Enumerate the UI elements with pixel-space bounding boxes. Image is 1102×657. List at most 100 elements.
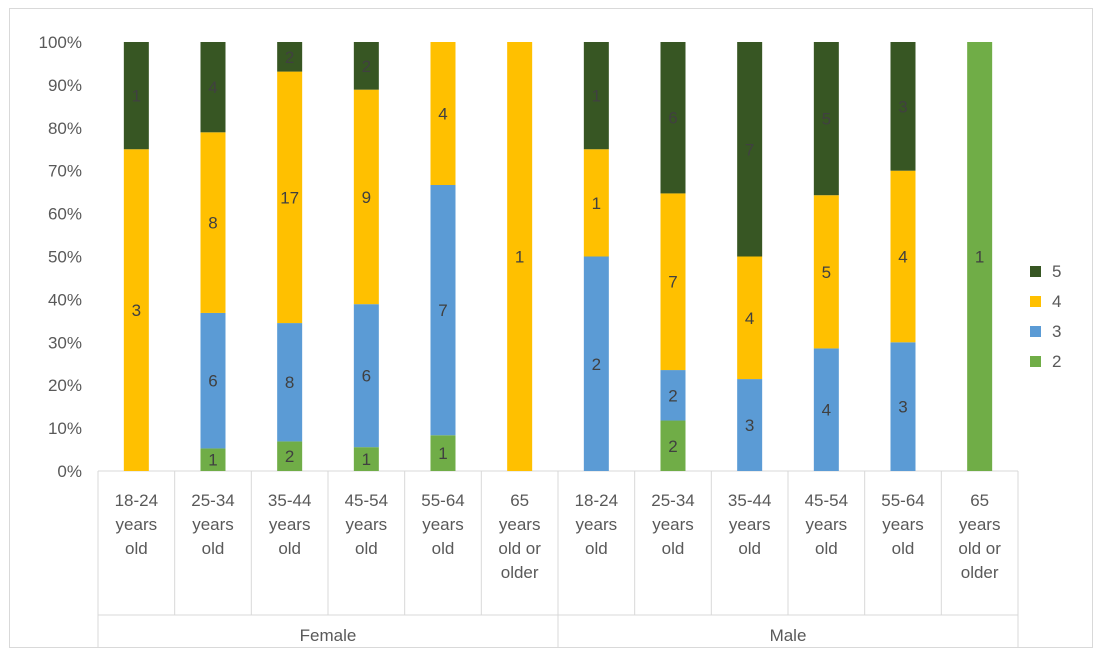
- bar-segment: [583, 149, 609, 257]
- x-category-label: old: [355, 539, 378, 558]
- x-category-label: 35-44: [268, 491, 311, 510]
- data-label: 1: [592, 87, 601, 106]
- x-category-label: old: [278, 539, 301, 558]
- x-category-label: old: [738, 539, 761, 558]
- data-label: 6: [668, 109, 677, 128]
- bar-segment: [737, 256, 763, 380]
- data-label: 5: [822, 263, 831, 282]
- data-label: 8: [285, 373, 294, 392]
- data-label: 8: [208, 214, 217, 233]
- bar-segment: [813, 42, 839, 196]
- data-label: 3: [898, 97, 907, 116]
- bar-segment: [353, 42, 379, 90]
- legend-swatch: [1030, 326, 1041, 337]
- bar-segment: [123, 149, 149, 471]
- bar-segment: [660, 42, 686, 194]
- legend-label: 3: [1052, 322, 1061, 341]
- data-label: 3: [132, 301, 141, 320]
- legend-label: 4: [1052, 292, 1061, 311]
- x-category-label: years: [422, 515, 464, 534]
- x-category-label: 45-54: [805, 491, 848, 510]
- data-label: 4: [898, 248, 907, 267]
- bar-segment: [277, 441, 303, 471]
- y-tick-label: 10%: [48, 419, 82, 438]
- bar-segment: [353, 447, 379, 471]
- data-label: 17: [280, 188, 299, 207]
- data-label: 2: [668, 386, 677, 405]
- y-tick-label: 90%: [48, 76, 82, 95]
- data-label: 7: [438, 301, 447, 320]
- x-category-label: years: [652, 515, 694, 534]
- data-label: 2: [285, 447, 294, 466]
- data-label: 1: [132, 87, 141, 106]
- data-label: 9: [362, 188, 371, 207]
- x-category-label: years: [959, 515, 1001, 534]
- bar-segment: [277, 71, 303, 324]
- data-label: 1: [208, 451, 217, 470]
- x-category-label: older: [501, 563, 539, 582]
- bar-segment: [813, 195, 839, 349]
- legend-swatch: [1030, 356, 1041, 367]
- y-tick-label: 0%: [57, 462, 82, 481]
- x-category-label: 65: [970, 491, 989, 510]
- x-category-label: years: [806, 515, 848, 534]
- bar-segment: [430, 435, 456, 471]
- data-label: 1: [592, 194, 601, 213]
- x-category-label: years: [269, 515, 311, 534]
- bar-segment: [507, 42, 533, 471]
- data-label: 2: [362, 57, 371, 76]
- bar-segment: [200, 42, 226, 133]
- x-category-label: years: [192, 515, 234, 534]
- y-tick-label: 100%: [39, 33, 82, 52]
- data-label: 6: [208, 372, 217, 391]
- bar-segment: [660, 420, 686, 471]
- data-label: 4: [438, 105, 447, 124]
- x-category-label: 18-24: [115, 491, 158, 510]
- data-label: 7: [668, 273, 677, 292]
- x-category-label: 25-34: [191, 491, 234, 510]
- bar-segment: [430, 185, 456, 436]
- x-category-label: 65: [510, 491, 529, 510]
- legend-swatch: [1030, 266, 1041, 277]
- bar-segment: [737, 379, 763, 471]
- x-category-label: old or: [498, 539, 541, 558]
- legend-label: 2: [1052, 352, 1061, 371]
- bar-segment: [353, 304, 379, 448]
- bar-segment: [660, 370, 686, 421]
- data-label: 3: [898, 398, 907, 417]
- x-category-label: old: [432, 539, 455, 558]
- legend-swatch: [1030, 296, 1041, 307]
- legend-label: 5: [1052, 262, 1061, 281]
- bar-segment: [890, 170, 916, 343]
- x-category-label: old: [815, 539, 838, 558]
- bar-segment: [737, 42, 763, 257]
- data-label: 3: [745, 416, 754, 435]
- x-category-label: 45-54: [345, 491, 388, 510]
- y-tick-label: 50%: [48, 248, 82, 267]
- x-category-label: years: [499, 515, 541, 534]
- data-label: 1: [438, 444, 447, 463]
- x-category-label: old: [125, 539, 148, 558]
- x-category-label: 25-34: [651, 491, 694, 510]
- bar-segment: [200, 132, 226, 313]
- x-category-label: 35-44: [728, 491, 771, 510]
- x-category-label: old: [585, 539, 608, 558]
- data-label: 5: [822, 110, 831, 129]
- x-category-label: 55-64: [881, 491, 924, 510]
- x-category-label: 55-64: [421, 491, 464, 510]
- data-label: 1: [362, 450, 371, 469]
- y-tick-label: 70%: [48, 162, 82, 181]
- bar-segment: [353, 89, 379, 305]
- x-category-label: old or: [958, 539, 1001, 558]
- bar-segment: [967, 42, 993, 471]
- bar-segment: [583, 256, 609, 471]
- bar-segment: [890, 342, 916, 471]
- bar-segment: [583, 42, 609, 150]
- bar-segment: [813, 348, 839, 471]
- bar-segment: [123, 42, 149, 150]
- data-label: 4: [822, 401, 831, 420]
- x-group-label: Male: [770, 626, 807, 645]
- x-category-label: years: [346, 515, 388, 534]
- x-category-label: years: [576, 515, 618, 534]
- data-label: 7: [745, 140, 754, 159]
